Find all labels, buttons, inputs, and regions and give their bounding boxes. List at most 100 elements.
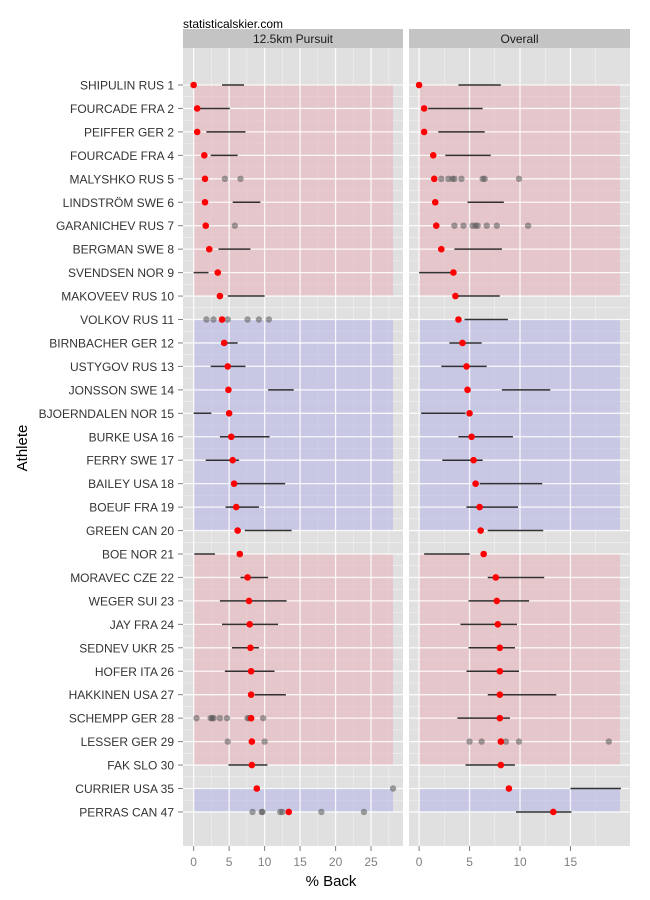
athlete-label: GREEN CAN 20: [86, 524, 174, 538]
current-point: [432, 222, 440, 229]
panel-strip: [409, 29, 630, 48]
athlete-label: FOURCADE FRA 4: [70, 149, 174, 163]
history-point: [223, 714, 231, 722]
history-point: [255, 316, 263, 323]
history-point: [203, 316, 210, 323]
current-point: [230, 480, 238, 487]
y-axis-labels: SHIPULIN RUS 1 FOURCADE FRA 2 PEIFFER GER …: [39, 79, 183, 819]
current-point: [285, 808, 293, 816]
history-point: [502, 738, 510, 745]
y-axis-title: Athlete: [14, 425, 31, 472]
history-point: [221, 175, 229, 182]
athlete-label: SEDNEV UKR 25: [79, 641, 174, 655]
current-point: [247, 714, 255, 722]
current-point: [247, 667, 255, 675]
current-point: [224, 363, 232, 370]
athlete-label: MALYSHKO RUS 5: [70, 172, 175, 186]
current-point: [494, 621, 502, 628]
history-point: [458, 175, 465, 182]
current-point: [437, 245, 445, 253]
current-point: [218, 316, 226, 323]
athlete-label: GARANICHEV RUS 7: [56, 219, 174, 233]
history-point: [210, 316, 217, 323]
athlete-label: MORAVEC CZE 22: [70, 571, 174, 585]
current-point: [229, 456, 236, 464]
current-point: [202, 222, 210, 229]
current-point: [247, 691, 255, 698]
current-point: [246, 621, 254, 628]
history-point: [224, 738, 231, 745]
shaded-band: [193, 788, 394, 812]
current-point: [492, 574, 500, 581]
current-point: [466, 410, 473, 417]
current-point: [472, 480, 479, 487]
athlete-label: BJOERNDALEN NOR 15: [39, 407, 175, 421]
history-point: [605, 738, 613, 745]
current-point: [497, 738, 505, 745]
source-label: statisticalskier.com: [183, 17, 283, 31]
x-tick-label: 0: [416, 855, 423, 869]
athlete-label: FOURCADE FRA 2: [70, 102, 174, 116]
current-point: [201, 198, 209, 206]
history-point: [451, 222, 458, 229]
history-point: [474, 222, 481, 229]
athlete-label: HAKKINEN USA 27: [69, 688, 175, 702]
history-point: [261, 738, 268, 745]
x-tick-label: 25: [364, 855, 378, 869]
panel-pursuit: 12.5km Pursuit 0 5 10 15 20 25: [183, 29, 403, 869]
athlete-label: BAILEY USA 18: [88, 477, 174, 491]
athlete-label: LESSER GER 29: [81, 735, 175, 749]
current-point: [459, 339, 466, 347]
athlete-label: BOEUF FRA 19: [89, 501, 174, 515]
current-point: [497, 761, 505, 769]
history-point: [231, 222, 239, 229]
current-point: [505, 785, 513, 792]
current-point: [236, 550, 244, 558]
history-point: [237, 175, 244, 182]
athlete-label: VOLKOV RUS 11: [80, 313, 174, 327]
current-point: [496, 667, 504, 675]
athlete-label: USTYGOV RUS 13: [70, 360, 174, 374]
x-tick-label: 0: [190, 855, 197, 869]
athlete-label: BIRNBACHER GER 12: [49, 336, 174, 350]
x-tick-label: 10: [258, 855, 272, 869]
history-point: [438, 175, 445, 182]
history-point: [481, 175, 488, 182]
current-point: [225, 410, 233, 417]
current-point: [477, 527, 484, 534]
x-tick-label: 15: [293, 855, 307, 869]
history-point: [451, 175, 458, 182]
current-point: [468, 433, 475, 441]
current-point: [431, 198, 439, 206]
shaded-band: [193, 319, 394, 531]
panel-title: Overall: [500, 32, 538, 46]
athlete-label: SCHEMPP GER 28: [69, 712, 174, 726]
history-point: [193, 714, 200, 722]
history-point: [515, 738, 523, 745]
history-point: [460, 222, 467, 229]
athlete-label: SHIPULIN RUS 1: [80, 79, 174, 93]
current-point: [429, 152, 437, 159]
x-tick-label: 5: [226, 855, 233, 869]
athlete-label: WEGER SUI 23: [89, 594, 175, 608]
athlete-label: FERRY SWE 17: [86, 454, 174, 468]
x-tick-label: 5: [466, 855, 473, 869]
history-point: [483, 222, 490, 229]
athlete-label: MAKOVEEV RUS 10: [61, 290, 174, 304]
current-point: [216, 292, 224, 300]
current-point: [420, 128, 428, 136]
athlete-label: SVENDSEN NOR 9: [68, 266, 174, 280]
current-point: [452, 292, 459, 300]
athlete-label: BERGMAN SWE 8: [73, 243, 175, 257]
current-point: [493, 597, 501, 605]
current-point: [430, 175, 438, 183]
x-tick-label: 20: [329, 855, 343, 869]
x-tick-label: 15: [564, 855, 578, 869]
current-point: [463, 363, 470, 370]
history-point: [515, 175, 523, 182]
panels: 12.5km Pursuit 0 5 10 15 20 25 Overall 0 5 10 15: [183, 29, 630, 869]
current-point: [550, 808, 557, 816]
shaded-band: [193, 554, 394, 766]
current-point: [245, 597, 253, 605]
